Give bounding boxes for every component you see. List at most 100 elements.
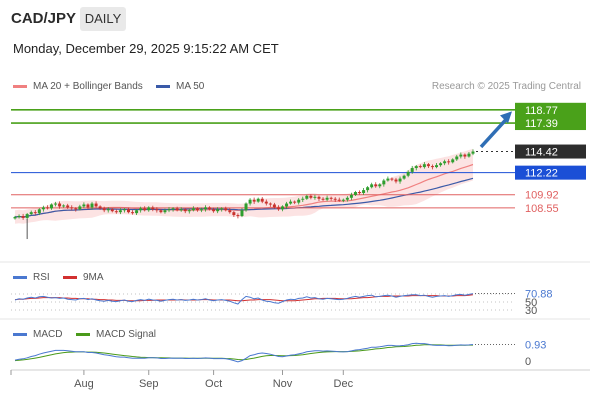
macd-label-0.93: 0.93 [525,340,546,352]
candle-body [382,180,386,185]
level-label-117.39: 117.39 [525,118,558,130]
target-arrow [479,116,510,149]
candle-body [236,215,240,217]
level-label-108.55: 108.55 [525,203,559,215]
macd-label-0: 0 [525,356,531,368]
candle-body [179,209,183,211]
candle-body [33,212,37,214]
candle-body [175,208,179,211]
candle-body [54,203,58,205]
level-box-114.42 [515,144,586,159]
candle-body [471,151,475,154]
candle-body [329,197,333,199]
legend-macd-signal-label: MACD Signal [96,329,157,340]
candle-body [325,197,329,200]
candle-body [337,199,341,201]
candle-body [264,201,268,204]
candle-body [94,203,98,207]
macd-signal-swatch [76,333,90,336]
rsi-label-50: 50 [525,297,537,309]
rsi-line [14,293,474,305]
ma50-swatch [156,85,170,88]
candle-body [268,203,272,205]
candle-body [232,212,236,216]
level-label-118.77: 118.77 [525,105,558,117]
candle-body [410,168,414,172]
level-box-117.39 [515,116,586,131]
candle-body [422,164,426,168]
candle-body [21,216,25,218]
candle-body [467,153,471,157]
candle-body [406,171,410,176]
level-box-118.77 [515,102,586,117]
candle-body [62,205,66,207]
legend-macd: MACD [13,329,62,340]
candle-body [228,210,232,213]
candle-body [106,209,110,211]
legend-rsi-ma: 9MA [63,272,104,283]
candle-body [248,199,252,204]
candle-body [66,205,70,208]
macd-line [14,342,474,363]
target-arrow-head [500,111,512,124]
candle-body [349,194,353,198]
candle-body [430,166,434,168]
legend-macd-signal: MACD Signal [76,329,156,340]
timeframe-button[interactable]: DAILY [80,7,126,31]
x-tick-label-Sep: Sep [139,378,159,390]
timestamp: Monday, December 29, 2025 9:15:22 AM CET [13,41,279,56]
candle-body [191,208,195,211]
candle-body [260,198,264,202]
legend-rsi-label: RSI [33,272,50,283]
candle-body [45,207,49,209]
candle-body [256,198,260,202]
candle-body [155,209,159,211]
candle-body [276,207,280,210]
credit-text: Research © 2025 Trading Central [431,81,581,92]
candle-body [216,209,220,212]
candle-body [240,210,244,217]
candle-body [345,197,349,200]
candle-body [122,209,126,211]
bollinger-band [15,148,473,224]
ma50-line [14,177,474,218]
candle-body [353,192,357,195]
candle-body [285,203,289,207]
candle-body [110,209,114,212]
candle-body [289,201,293,204]
candle-body [305,195,309,199]
candle-body [459,154,463,157]
rsi-swatch [13,276,27,279]
candle-body [313,196,317,198]
candle-body [78,206,82,210]
candle-body [25,214,29,218]
level-label-112.22: 112.22 [525,168,558,180]
candle-body [418,166,422,168]
candle-body [301,198,305,200]
candle-body [114,211,118,213]
legend-ma50-label: MA 50 [176,81,205,92]
rsi-label-70.88: 70.88 [525,289,553,301]
candle-body [309,195,313,198]
candle-body [443,161,447,164]
candle-body [451,159,455,163]
rsi-ma-swatch [63,276,77,279]
candle-body [199,209,203,211]
candle-body [13,216,17,219]
candle-body [224,208,228,211]
candle-body [203,207,207,210]
legend-rsi-ma-label: 9MA [83,272,104,283]
candle-body [272,204,276,208]
candle-body [439,163,443,166]
candle-body [374,184,378,187]
candle-body [244,203,248,211]
candle-body [317,196,321,199]
candle-body [118,210,122,213]
candle-body [455,156,459,160]
candle-body [297,199,301,203]
candle-body [362,190,366,193]
candle-body [70,207,74,209]
candle-body [386,178,390,181]
candle-body [37,209,41,214]
candle-body [147,207,151,211]
